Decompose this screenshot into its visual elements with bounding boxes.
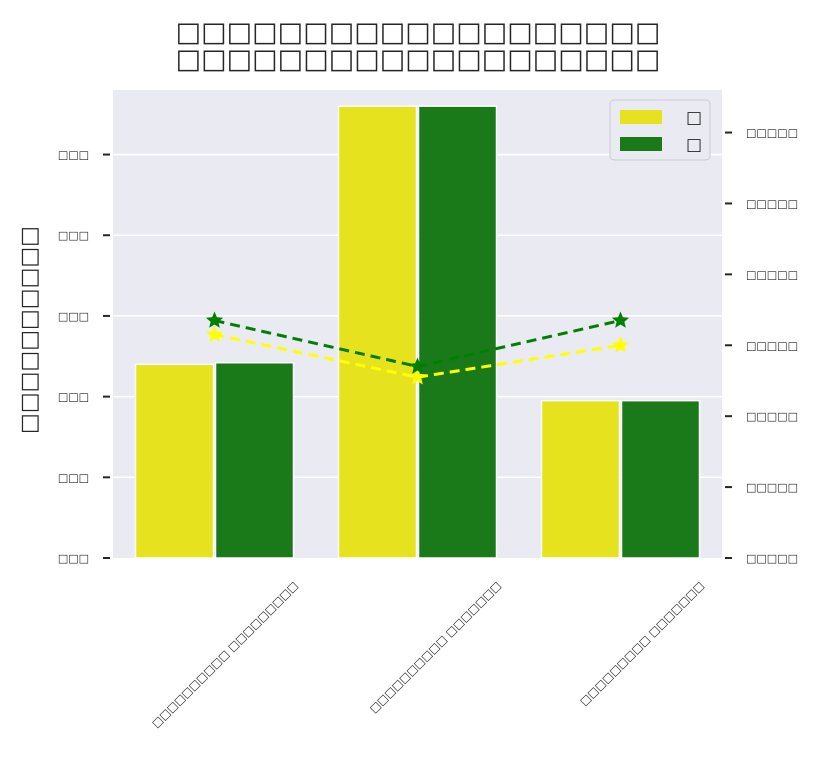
left-tick-label: □□□ [58, 552, 89, 565]
category-label: □□□□□□□□□□ □□□□□□□□□ [149, 579, 300, 730]
left-tick-label: □□□ [58, 229, 89, 242]
category-label: □□□□□□□□□□ □□□□□□□ [367, 579, 504, 716]
line-point-star [611, 311, 630, 328]
bars [134, 105, 701, 559]
legend-label-1: □ [686, 108, 702, 128]
bar [417, 105, 498, 559]
legend-label-2: □ [686, 135, 702, 155]
category-label: □□□□□□□□□ □□□□□□□ [577, 579, 706, 708]
line-point-star [408, 357, 427, 374]
line-point-star [205, 325, 224, 342]
line-point-star [611, 336, 630, 353]
right-tick-label: □□□□□ [746, 552, 798, 565]
legend: □ □ [609, 99, 711, 161]
right-tick-label: □□□□□ [746, 127, 798, 140]
line-point-star [408, 368, 427, 385]
right-tick-label: □□□□□ [746, 339, 798, 352]
bar [214, 361, 295, 559]
line-series [205, 311, 630, 385]
bar [134, 363, 215, 559]
line-series-path [214, 333, 621, 379]
right-tick-label: □□□□□ [746, 197, 798, 210]
bar [337, 105, 418, 559]
bar [620, 399, 701, 559]
right-tick-label: □□□□□ [746, 481, 798, 494]
legend-swatch-2 [620, 137, 662, 151]
left-tick-label: □□□ [58, 310, 89, 323]
bar [540, 399, 621, 559]
chart-title-line-2: □□□□□□□□□□□□□□□□□□□ [176, 44, 661, 75]
left-tick-label: □□□ [58, 471, 89, 484]
line-point-star [205, 311, 224, 328]
chart-title-line-1: □□□□□□□□□□□□□□□□□□□ [176, 17, 661, 48]
left-tick-label: □□□ [58, 149, 89, 162]
right-tick-label: □□□□□ [746, 410, 798, 423]
right-tick-label: □□□□□ [746, 268, 798, 281]
y-axis-label: □□□□□□□□□□ [17, 226, 42, 434]
left-tick-label: □□□ [58, 391, 89, 404]
legend-swatch-1 [620, 110, 662, 124]
